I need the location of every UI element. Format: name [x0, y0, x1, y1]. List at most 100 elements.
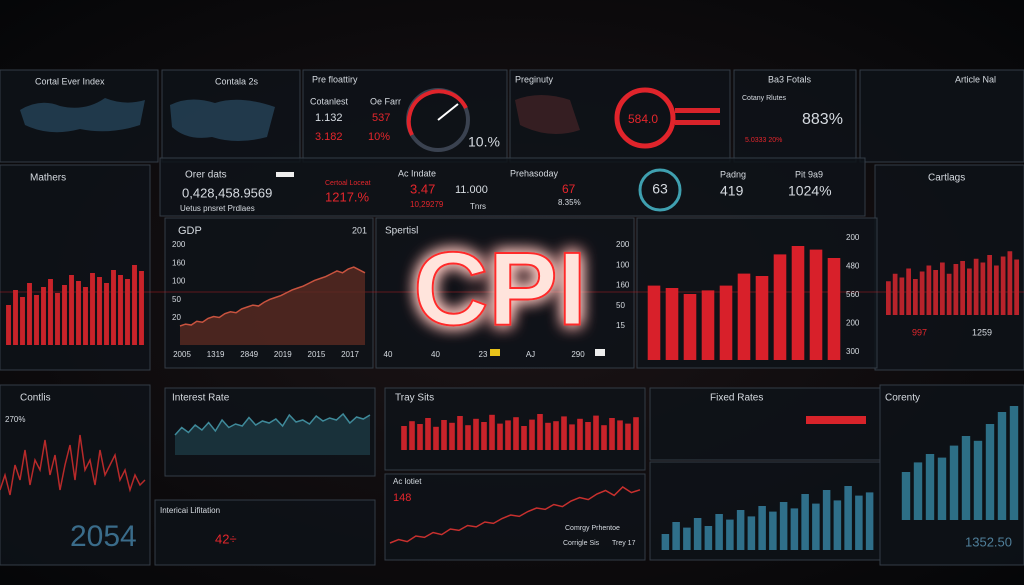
bar	[855, 495, 863, 550]
bar	[118, 275, 123, 345]
bar	[773, 254, 787, 360]
cpi-title: CPI	[413, 231, 586, 347]
label: Prehasoday	[510, 168, 559, 178]
value: 1024%	[788, 183, 832, 199]
label: Article Nal	[955, 74, 996, 84]
bar	[111, 270, 116, 345]
y-tick-label: 100	[172, 277, 186, 286]
bar	[593, 415, 599, 450]
bar	[633, 417, 639, 450]
x-tick-label: 2019	[274, 350, 292, 359]
bar	[973, 440, 983, 520]
bar	[726, 519, 734, 550]
bar	[779, 502, 788, 550]
y-tick-label: 50	[616, 301, 625, 310]
panel	[154, 499, 376, 566]
label: Mathers	[30, 173, 66, 184]
panel-title: GDP	[178, 225, 202, 237]
bar	[919, 271, 925, 315]
bar	[104, 283, 109, 345]
label: Pre floattiry	[312, 74, 358, 84]
bar	[672, 522, 680, 550]
ring-value: 584.0	[628, 112, 658, 126]
bar	[505, 420, 511, 450]
label: 10,29279	[410, 200, 444, 209]
bar	[801, 494, 809, 550]
x-tick-label: AJ	[526, 350, 535, 359]
legend-swatch	[595, 349, 605, 356]
bar	[489, 414, 495, 450]
bar	[561, 416, 567, 450]
panel-title: Interest Rate	[172, 393, 230, 404]
label: Orer dats	[185, 170, 227, 181]
y-tick-label: 200	[616, 240, 630, 249]
decor	[0, 87, 1024, 424]
bar	[736, 510, 745, 550]
big-value: 2054	[70, 520, 137, 553]
bar	[940, 262, 945, 315]
value: 1259	[972, 327, 992, 337]
bar-deco	[675, 108, 720, 113]
bar	[577, 418, 583, 450]
label: Ac lotiet	[393, 477, 422, 486]
x-tick-label: 290	[571, 350, 585, 359]
bar	[76, 281, 81, 345]
value: 3.182	[315, 131, 343, 143]
panel	[874, 164, 1024, 371]
x-tick-label: 23	[479, 350, 488, 359]
bar	[827, 258, 841, 360]
bar	[809, 249, 823, 360]
bar	[933, 270, 938, 315]
label: Cotany Rlutes	[742, 95, 786, 102]
line	[0, 434, 146, 496]
bar	[1014, 259, 1019, 315]
bar	[497, 423, 503, 450]
label: Pit 9a9	[795, 169, 823, 179]
label: Certoal Loceat	[325, 180, 371, 187]
bar	[822, 490, 831, 550]
bar	[69, 275, 74, 345]
bar	[473, 418, 479, 450]
y-tick-label: 160	[172, 258, 186, 267]
value: 1217.%	[325, 189, 370, 204]
line	[174, 412, 371, 436]
bar	[601, 425, 607, 450]
label: Oe Farr	[370, 96, 401, 106]
bar	[926, 265, 932, 315]
bar	[997, 412, 1007, 520]
x-tick-label: 40	[384, 350, 393, 359]
label: Ba3 Fotals	[768, 74, 812, 84]
y-tick-label: 300	[846, 347, 860, 356]
value: 1352.50	[965, 534, 1012, 549]
bar	[769, 511, 777, 550]
panel	[302, 69, 508, 163]
gauge-value: 10.%	[468, 134, 500, 150]
x-tick-label: 2849	[240, 350, 258, 359]
value: 42÷	[215, 531, 237, 546]
bar	[693, 518, 702, 550]
bar	[537, 414, 543, 450]
bar	[139, 271, 144, 345]
panel-title: Spertisl	[385, 226, 418, 237]
label: 201	[352, 225, 367, 235]
panel-title: Corenty	[885, 393, 920, 404]
bar-deco	[675, 120, 720, 125]
bar	[715, 514, 723, 550]
y-tick-label: 50	[172, 295, 181, 304]
bar	[913, 279, 918, 315]
bar	[925, 454, 935, 520]
bar	[83, 287, 88, 345]
label: Preginuty	[515, 74, 554, 84]
legend: Corrigle Sis	[563, 540, 600, 547]
bar	[953, 264, 959, 315]
label: 270%	[5, 415, 25, 424]
bar	[55, 293, 60, 345]
y-tick-label: 480	[846, 262, 860, 271]
bar	[892, 273, 898, 315]
label: Cartlags	[928, 173, 965, 184]
bar	[425, 418, 431, 450]
bar	[125, 279, 130, 345]
bar	[704, 526, 713, 550]
value: 0,428,458.9569	[182, 185, 272, 200]
bar	[683, 527, 691, 550]
